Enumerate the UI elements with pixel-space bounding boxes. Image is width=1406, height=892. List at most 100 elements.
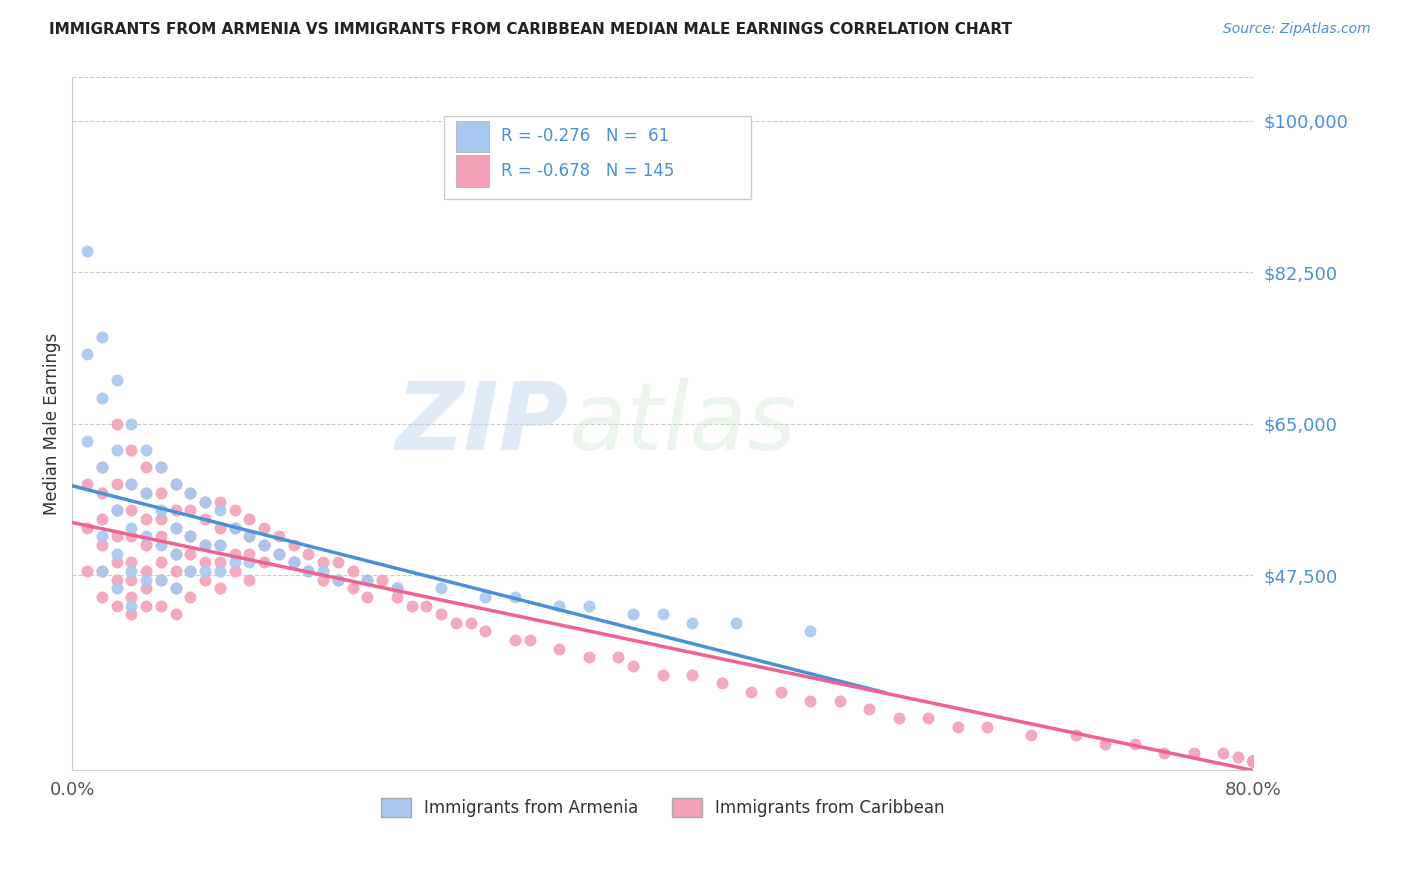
Text: Source: ZipAtlas.com: Source: ZipAtlas.com [1223,22,1371,37]
Point [120,442,142,457]
Point [548,599,571,613]
Point [651,667,673,681]
Point [474,590,496,604]
Point [503,590,526,604]
Point [149,529,172,543]
Point [135,529,157,543]
Point [179,547,201,561]
Point [519,633,541,648]
Point [1241,755,1264,769]
Point [135,564,157,578]
Point [179,503,201,517]
Point [120,503,142,517]
Point [194,494,217,508]
Point [415,599,437,613]
Point [120,417,142,431]
Point [917,711,939,725]
Point [1241,755,1264,769]
Point [120,599,142,613]
Point [326,573,349,587]
Point [1064,728,1087,742]
Point [1241,755,1264,769]
Text: ZIP: ZIP [395,377,568,470]
Point [1241,755,1264,769]
Point [76,520,98,534]
Point [165,477,187,491]
Point [297,564,319,578]
Point [149,512,172,526]
Point [90,512,112,526]
Point [651,607,673,622]
Point [578,650,600,665]
Point [1241,755,1264,769]
Point [90,529,112,543]
Point [120,477,142,491]
Point [621,659,644,673]
Point [76,477,98,491]
Point [621,607,644,622]
Point [149,555,172,569]
Point [208,538,231,552]
Point [283,538,305,552]
Text: IMMIGRANTS FROM ARMENIA VS IMMIGRANTS FROM CARIBBEAN MEDIAN MALE EARNINGS CORREL: IMMIGRANTS FROM ARMENIA VS IMMIGRANTS FR… [49,22,1012,37]
Point [149,573,172,587]
Point [430,581,453,595]
Point [976,720,998,734]
Point [165,581,187,595]
Point [283,555,305,569]
Point [165,547,187,561]
Point [165,520,187,534]
Point [253,538,276,552]
Point [1241,755,1264,769]
Point [194,538,217,552]
Point [326,555,349,569]
Point [385,581,408,595]
Point [208,555,231,569]
Point [165,547,187,561]
Point [444,615,467,630]
Point [267,547,290,561]
Point [165,477,187,491]
Point [120,590,142,604]
Point [1241,755,1264,769]
Point [342,581,364,595]
Point [1227,750,1250,764]
FancyBboxPatch shape [444,116,751,199]
FancyBboxPatch shape [456,155,489,186]
Point [253,520,276,534]
Point [946,720,969,734]
Point [105,503,128,517]
Point [401,599,423,613]
Point [253,538,276,552]
Point [253,555,276,569]
Point [356,573,378,587]
Point [740,685,762,699]
Point [371,573,394,587]
Point [135,581,157,595]
Point [224,520,246,534]
Point [1021,728,1043,742]
Point [135,486,157,500]
Point [385,581,408,595]
Point [149,460,172,475]
Point [90,590,112,604]
Point [312,555,335,569]
Point [1241,755,1264,769]
Point [208,520,231,534]
Point [297,564,319,578]
Point [342,564,364,578]
Point [149,503,172,517]
Point [208,503,231,517]
FancyBboxPatch shape [456,120,489,152]
Point [120,520,142,534]
Point [238,512,260,526]
Point [238,573,260,587]
Point [1241,755,1264,769]
Point [224,555,246,569]
Point [120,564,142,578]
Point [1241,755,1264,769]
Point [224,564,246,578]
Point [76,564,98,578]
Point [90,538,112,552]
Point [681,667,703,681]
